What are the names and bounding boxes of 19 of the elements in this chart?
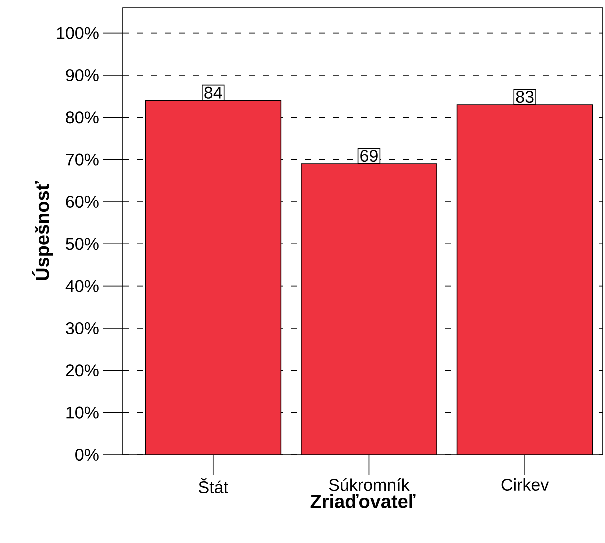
x-axis-title: Zriaďovateľ (310, 494, 416, 508)
y-tick-label: 80% (66, 112, 99, 124)
x-tick-label: Cirkev (502, 478, 550, 492)
y-tick-label: 50% (66, 238, 99, 250)
y-tick-label: 20% (66, 364, 99, 377)
y-tick-label: 100% (57, 27, 99, 40)
data-label: 69 (360, 150, 378, 162)
data-label: 84 (204, 86, 222, 99)
x-tick-label: Štát (199, 478, 228, 494)
y-tick-label: 30% (66, 322, 99, 335)
data-label: 83 (516, 91, 534, 104)
y-tick-label: 10% (66, 406, 99, 419)
y-tick-label: 0% (76, 448, 99, 462)
y-tick-label: 90% (66, 69, 99, 82)
y-tick-label: 40% (66, 280, 99, 292)
y-axis-title: Úspešnosť (32, 182, 54, 280)
x-tick-label: Súkromník (329, 478, 410, 492)
y-tick-label: 70% (66, 154, 99, 166)
y-tick-label: 60% (66, 196, 99, 208)
